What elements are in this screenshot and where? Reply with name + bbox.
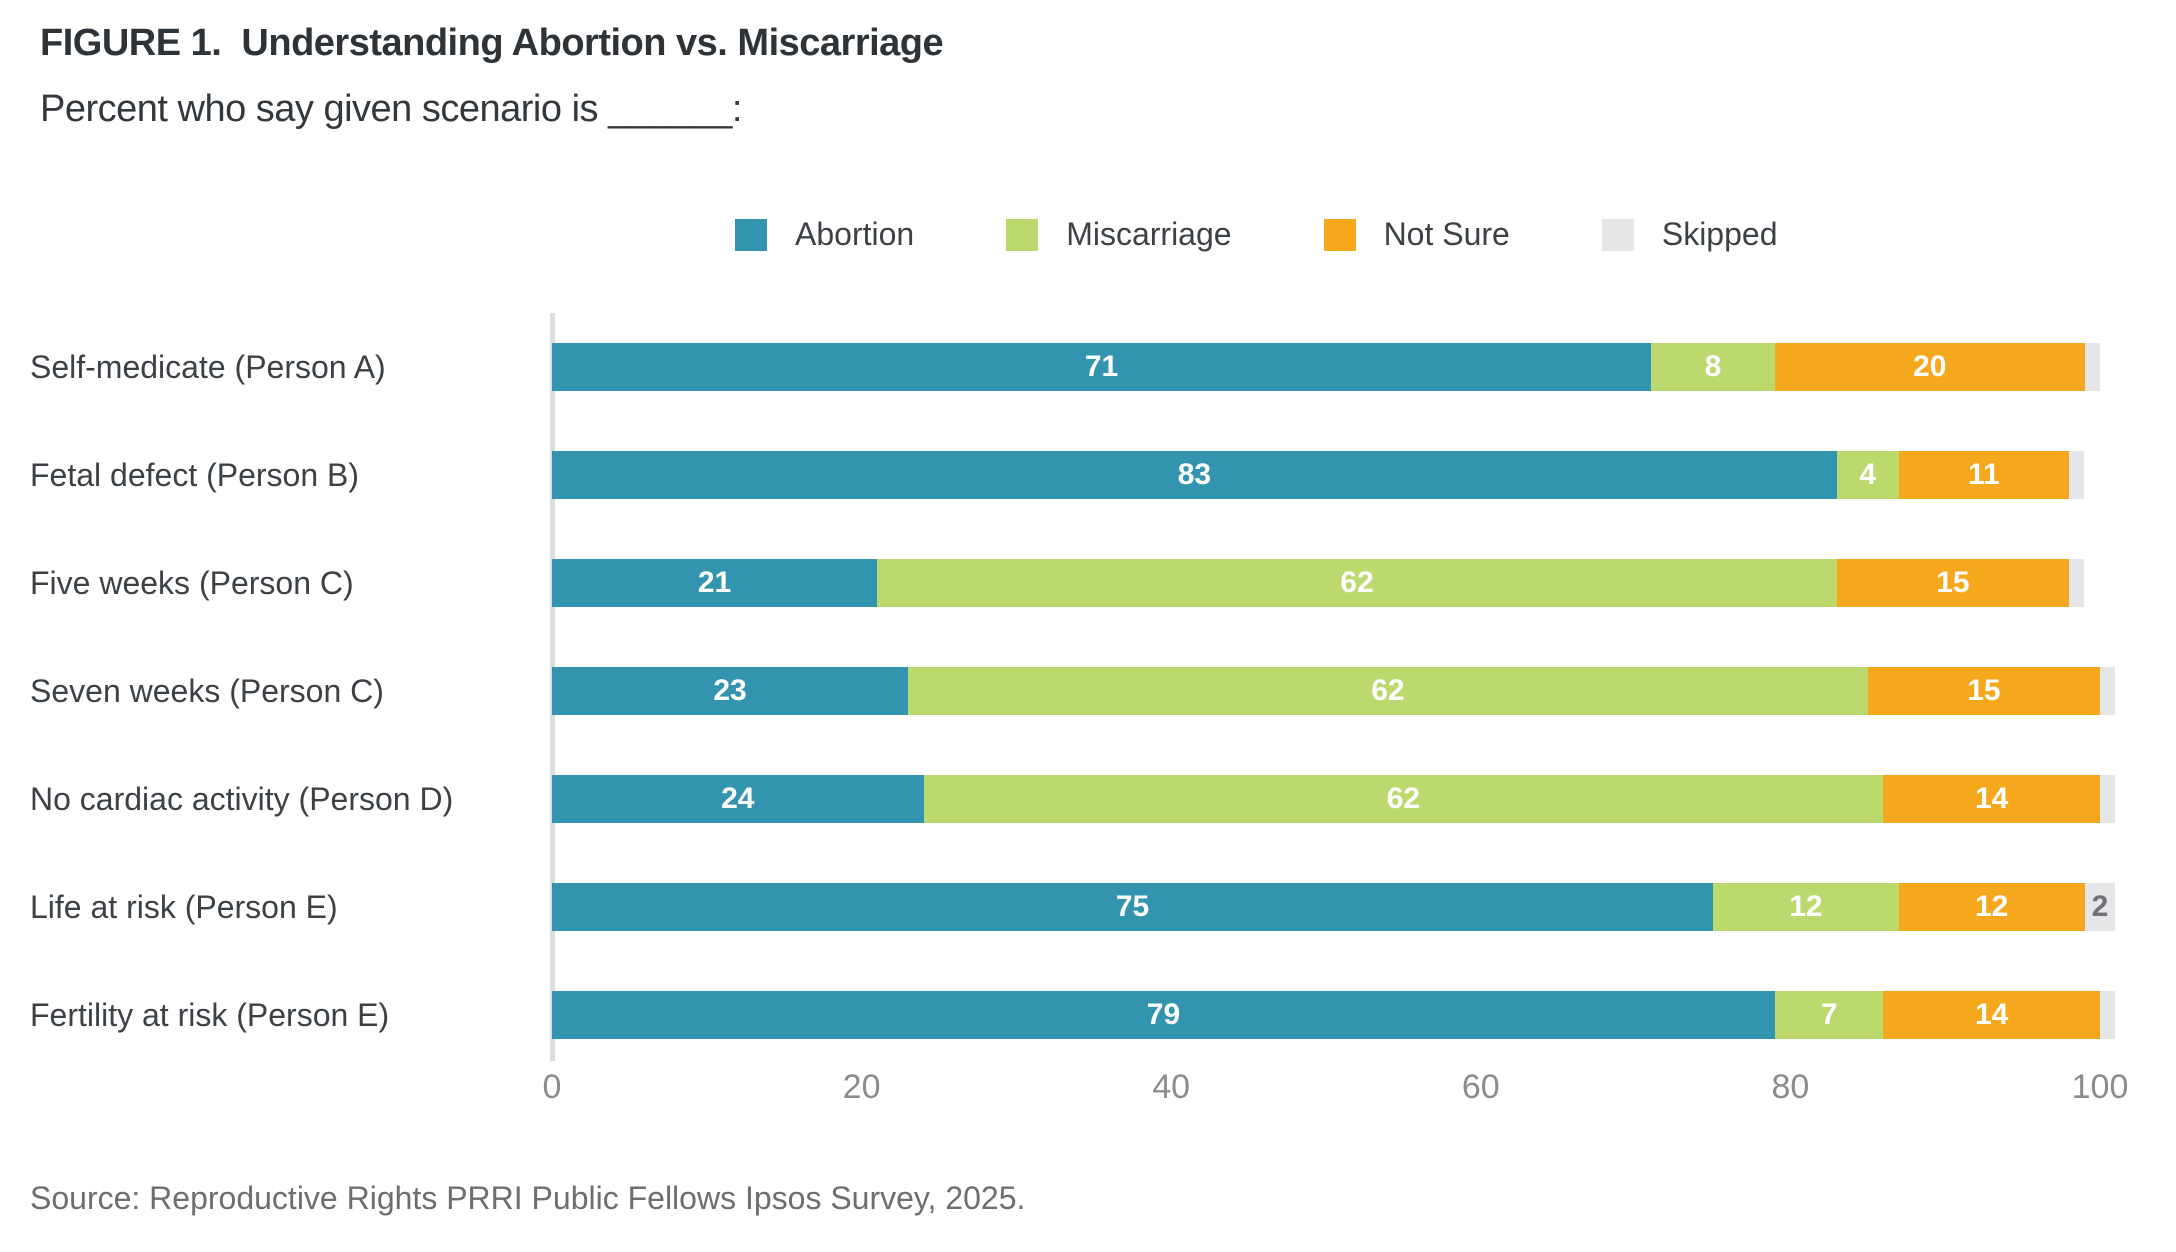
segment-value-label: 62 <box>1340 566 1374 599</box>
bar-segment-abortion: 83 <box>552 451 1837 499</box>
x-tick-label: 100 <box>2071 1068 2129 1106</box>
chart-row: Seven weeks (Person C) 23 62 15 <box>30 637 2116 745</box>
bar-segment-skipped: 2 <box>2084 883 2116 931</box>
x-axis: 0 20 40 60 80 100 <box>543 1068 2129 1108</box>
segment-value-label: 11 <box>1968 458 2000 491</box>
bar-segment-not-sure: 12 <box>1898 883 2085 931</box>
bar-segment-skipped <box>2069 451 2085 499</box>
bar-segment-not-sure: 11 <box>1898 451 2069 499</box>
stacked-bar: 21 62 15 <box>552 559 2100 607</box>
skipped-swatch-icon <box>1601 218 1634 251</box>
segment-value-label: 4 <box>1859 458 1877 491</box>
bar-segment-abortion: 24 <box>552 775 924 823</box>
bar-segment-not-sure: 20 <box>1774 343 2085 391</box>
legend-item-skipped: Skipped <box>1601 216 1778 253</box>
bar-segment-abortion: 21 <box>552 559 878 607</box>
row-label: Five weeks (Person C) <box>30 564 354 601</box>
legend-label: Skipped <box>1661 216 1778 252</box>
segment-value-label: 12 <box>1789 890 1823 923</box>
stacked-bar: 79 7 14 <box>552 991 2116 1039</box>
segment-value-label: 24 <box>721 782 755 815</box>
bar-segment-not-sure: 15 <box>1867 667 2100 715</box>
not-sure-swatch-icon <box>1323 218 1356 251</box>
segment-value-label: 2 <box>2091 890 2109 923</box>
legend-label: Not Sure <box>1383 216 1510 252</box>
bar-segment-not-sure: 14 <box>1883 991 2100 1039</box>
row-label: Self-medicate (Person A) <box>30 348 386 385</box>
bar-segment-miscarriage: 12 <box>1713 883 1899 931</box>
legend-item-abortion: Abortion <box>735 216 914 253</box>
segment-value-label: 21 <box>697 566 732 599</box>
bar-segment-skipped <box>2099 775 2116 823</box>
stacked-bar: 75 12 12 2 <box>552 883 2116 931</box>
bar-segment-miscarriage: 7 <box>1774 991 1884 1039</box>
chart-row: No cardiac activity (Person D) 24 62 14 <box>30 745 2116 853</box>
legend-label: Miscarriage <box>1066 216 1232 252</box>
chart-row: Fetal defect (Person B) 83 4 11 <box>30 421 2100 529</box>
bar-segment-abortion: 79 <box>552 991 1775 1039</box>
segment-value-label: 71 <box>1084 350 1119 383</box>
bar-segment-miscarriage: 8 <box>1651 343 1775 391</box>
x-tick-label: 0 <box>542 1068 562 1106</box>
legend-label: Abortion <box>795 216 915 252</box>
segment-value-label: 83 <box>1177 458 1212 491</box>
bar-rows: Self-medicate (Person A) 71 8 20 Fetal defec… <box>30 313 2116 1069</box>
segment-value-label: 20 <box>1913 350 1947 383</box>
page-subtitle: Percent who say given scenario is ______… <box>40 88 742 130</box>
row-label: Seven weeks (Person C) <box>30 672 384 709</box>
x-tick-label: 60 <box>1461 1068 1500 1106</box>
chart-row: Life at risk (Person E) 75 12 12 2 <box>30 853 2116 961</box>
segment-value-label: 15 <box>1967 674 2001 707</box>
bar-segment-abortion: 23 <box>552 667 909 715</box>
stacked-bar: 71 8 20 <box>552 343 2100 391</box>
bar-segment-not-sure: 14 <box>1883 775 2100 823</box>
page-title: FIGURE 1. Understanding Abortion vs. Mis… <box>40 22 944 64</box>
bar-segment-miscarriage: 62 <box>923 775 1884 823</box>
stacked-bar: 24 62 14 <box>552 775 2116 823</box>
x-tick-label: 80 <box>1771 1068 1810 1106</box>
source-note: Source: Reproductive Rights PRRI Public … <box>30 1180 1026 1216</box>
segment-value-label: 14 <box>1974 998 2009 1031</box>
legend-item-not-sure: Not Sure <box>1323 216 1510 253</box>
x-tick-label: 20 <box>842 1068 881 1106</box>
bar-segment-not-sure: 15 <box>1836 559 2070 607</box>
bar-segment-miscarriage: 62 <box>908 667 1868 715</box>
segment-value-label: 7 <box>1820 998 1838 1031</box>
x-tick-label: 40 <box>1152 1068 1191 1106</box>
chart-row: Self-medicate (Person A) 71 8 20 <box>30 313 2100 421</box>
bar-segment-skipped <box>2099 991 2116 1039</box>
segment-value-label: 8 <box>1704 350 1722 383</box>
segment-value-label: 14 <box>1974 782 2009 815</box>
segment-value-label: 62 <box>1371 674 1405 707</box>
segment-value-label: 12 <box>1974 890 2009 923</box>
legend-item-miscarriage: Miscarriage <box>1006 216 1232 253</box>
chart-legend: Abortion Miscarriage Not Sure Skipped <box>735 216 1777 253</box>
segment-value-label: 75 <box>1115 890 1150 923</box>
row-label: Fertility at risk (Person E) <box>30 996 390 1033</box>
bar-segment-miscarriage: 4 <box>1836 451 1899 499</box>
abortion-swatch-icon <box>735 218 767 251</box>
segment-value-label: 79 <box>1146 998 1181 1031</box>
bar-segment-skipped <box>2069 559 2085 607</box>
chart-row: Fertility at risk (Person E) 79 7 14 <box>30 961 2116 1069</box>
bar-segment-miscarriage: 62 <box>877 559 1837 607</box>
miscarriage-swatch-icon <box>1006 218 1039 251</box>
segment-value-label: 23 <box>713 674 747 707</box>
row-label: Fetal defect (Person B) <box>30 456 360 493</box>
row-label: No cardiac activity (Person D) <box>30 780 454 817</box>
segment-value-label: 15 <box>1936 566 1970 599</box>
row-label: Life at risk (Person E) <box>30 888 338 925</box>
bar-segment-skipped <box>2099 667 2116 715</box>
stacked-bar: 23 62 15 <box>552 667 2116 715</box>
bar-segment-abortion: 71 <box>552 343 1652 391</box>
chart-row: Five weeks (Person C) 21 62 15 <box>30 529 2100 637</box>
bar-segment-abortion: 75 <box>552 883 1713 931</box>
stacked-bar: 83 4 11 <box>552 451 2100 499</box>
bar-segment-skipped <box>2084 343 2100 391</box>
segment-value-label: 62 <box>1386 782 1421 815</box>
